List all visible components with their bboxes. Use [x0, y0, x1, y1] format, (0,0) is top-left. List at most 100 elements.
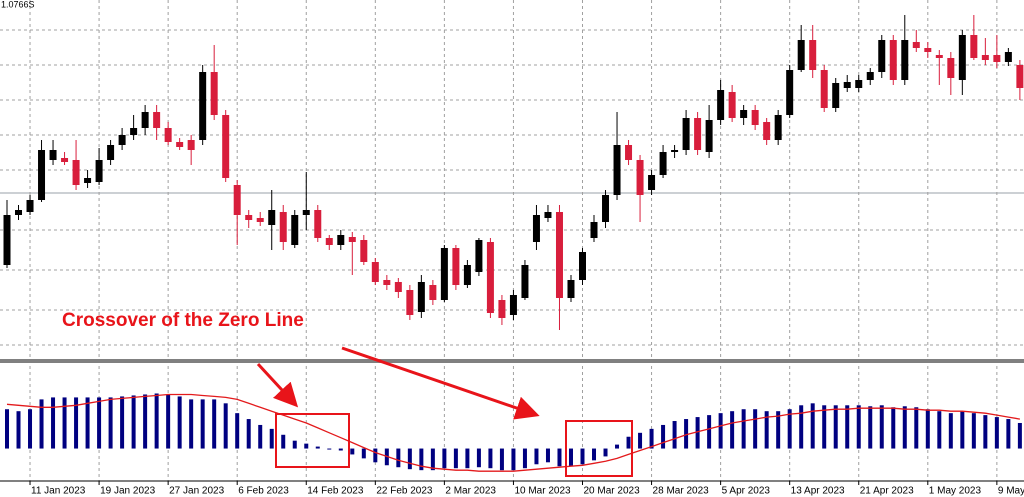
- histogram-bar: [580, 448, 585, 465]
- histogram-bar: [51, 397, 56, 449]
- candle-body: [509, 295, 517, 315]
- candle-body: [797, 40, 805, 70]
- histogram-bar: [212, 399, 217, 449]
- x-tick-label: 13 Apr 2023: [791, 486, 845, 497]
- histogram-bar: [557, 448, 562, 467]
- candle-body: [855, 80, 863, 88]
- histogram-bar: [615, 444, 620, 449]
- histogram-bar: [131, 395, 136, 449]
- candle-body: [912, 42, 920, 48]
- candle-body: [475, 240, 483, 272]
- histogram-bar: [488, 448, 493, 469]
- histogram-bar: [419, 448, 424, 471]
- candle-body: [981, 55, 989, 60]
- candle-body: [659, 152, 667, 175]
- candle-body: [613, 145, 621, 195]
- candle-body: [993, 55, 1001, 62]
- candle-body: [590, 222, 598, 238]
- candle-body: [314, 210, 322, 238]
- histogram-bar: [189, 399, 194, 449]
- histogram-bar: [430, 448, 435, 471]
- histogram-bar: [960, 411, 965, 449]
- x-tick-label: 2 Mar 2023: [445, 486, 496, 497]
- histogram-bar: [948, 413, 953, 449]
- candle-body: [786, 70, 794, 115]
- histogram-bar: [603, 448, 608, 457]
- histogram-bar: [476, 448, 481, 468]
- histogram-bar: [522, 448, 527, 469]
- candle-body: [360, 240, 368, 262]
- candle-body: [233, 185, 241, 215]
- histogram-bar: [16, 411, 21, 449]
- histogram-bar: [200, 399, 205, 449]
- histogram-bar: [845, 405, 850, 449]
- candle-body: [325, 238, 333, 245]
- candle-body: [671, 150, 679, 152]
- candle-body: [256, 218, 264, 222]
- candle-body: [648, 175, 656, 190]
- histogram-bar: [799, 405, 804, 449]
- histogram-bar: [672, 421, 677, 449]
- histogram-bar: [914, 407, 919, 449]
- x-tick-label: 27 Jan 2023: [169, 486, 224, 497]
- candle-body: [406, 290, 414, 315]
- candle-body: [555, 212, 563, 298]
- histogram-bar: [258, 424, 263, 449]
- x-tick-label: 5 Apr 2023: [722, 486, 771, 497]
- histogram-bar: [166, 394, 171, 449]
- candle-body: [176, 142, 184, 147]
- candle-body: [279, 212, 287, 242]
- histogram-bar: [235, 413, 240, 449]
- annotation: Crossover of the Zero Line: [62, 310, 304, 331]
- candle-body: [579, 252, 586, 280]
- candle-body: [717, 90, 725, 120]
- histogram-bar: [85, 397, 90, 449]
- candle-body: [371, 262, 379, 282]
- candle-body: [1016, 65, 1024, 88]
- histogram-bar: [810, 403, 815, 449]
- candle-body: [740, 110, 748, 118]
- histogram-bar: [338, 448, 343, 451]
- histogram-bar: [856, 405, 861, 449]
- candle-body: [164, 128, 172, 142]
- histogram-bar: [983, 415, 988, 449]
- candle-body: [843, 82, 851, 88]
- x-tick-label: 10 Mar 2023: [514, 486, 571, 497]
- histogram-bar: [684, 419, 689, 449]
- histogram-bar: [154, 393, 159, 449]
- histogram-bar: [718, 413, 723, 449]
- candle-body: [222, 115, 230, 178]
- x-tick-label: 6 Feb 2023: [238, 486, 289, 497]
- candle-body: [49, 150, 57, 160]
- histogram-bar: [568, 448, 573, 467]
- histogram-bar: [925, 409, 930, 449]
- histogram-bar: [626, 436, 631, 449]
- candle-body: [302, 210, 310, 215]
- histogram-bar: [994, 417, 999, 449]
- histogram-bar: [868, 406, 873, 449]
- histogram-bar: [108, 397, 113, 449]
- highlight-box: [565, 420, 633, 477]
- candle-body: [417, 282, 425, 312]
- candle-body: [210, 72, 218, 115]
- histogram-bar: [62, 397, 67, 449]
- candle-body: [636, 160, 644, 195]
- candle-body: [15, 210, 23, 215]
- histogram-bar: [833, 405, 838, 449]
- candle-body: [348, 237, 356, 242]
- candle-body: [832, 83, 840, 108]
- signal-line: [6, 393, 1021, 472]
- histogram-bar: [695, 417, 700, 449]
- histogram-bar: [511, 448, 516, 471]
- x-tick-label: 20 Mar 2023: [584, 486, 641, 497]
- histogram-bar: [592, 448, 597, 461]
- candle-body: [728, 92, 736, 118]
- candle-body: [440, 248, 448, 300]
- candle-body: [1004, 52, 1012, 62]
- histogram-bar: [707, 415, 712, 449]
- histogram-bar: [937, 411, 942, 449]
- histogram-bar: [649, 428, 654, 449]
- histogram-bar: [891, 407, 896, 449]
- panel-separator: [0, 359, 1024, 363]
